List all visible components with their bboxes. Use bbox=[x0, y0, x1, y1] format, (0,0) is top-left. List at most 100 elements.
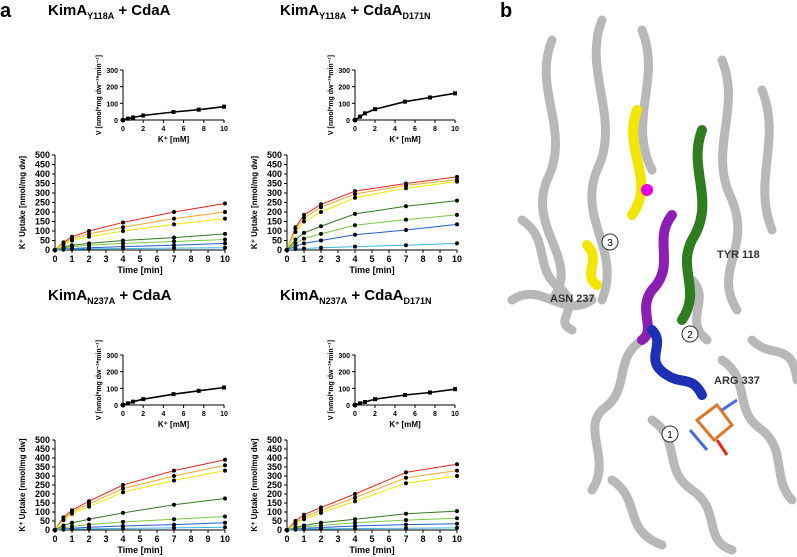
ribbon-grey bbox=[507, 15, 797, 555]
data-point bbox=[319, 526, 323, 531]
x-tick-label: 6 bbox=[386, 254, 391, 264]
x-tick-label: 0 bbox=[52, 534, 57, 544]
data-point bbox=[87, 234, 91, 239]
data-point bbox=[428, 390, 432, 395]
data-point bbox=[121, 526, 125, 531]
data-point bbox=[172, 246, 176, 251]
data-point bbox=[353, 191, 357, 196]
y-tick-label: 0 bbox=[277, 525, 282, 535]
data-point bbox=[121, 483, 125, 487]
y-tick-label: 200 bbox=[338, 85, 350, 92]
x-tick-label: 2 bbox=[86, 534, 91, 544]
label-arg-337: ARG 337 bbox=[714, 375, 760, 387]
y-tick-label: 50 bbox=[272, 236, 282, 246]
y-tick-label: 50 bbox=[40, 236, 50, 246]
chart-2: 0 100 200 300 0 2 4 6 8 10 K⁺ [mM] V [nmol*mg dw⁻¹*… bbox=[328, 55, 459, 144]
y-axis-label: K⁺ Uptake [nmol/mg dw] bbox=[250, 156, 259, 249]
data-point bbox=[223, 496, 227, 501]
helix-yellow-lower bbox=[582, 240, 602, 290]
y-tick-label: 200 bbox=[267, 489, 282, 499]
x-tick-label: 5 bbox=[137, 254, 142, 264]
data-point bbox=[358, 401, 362, 406]
data-point bbox=[455, 462, 459, 467]
data-point bbox=[131, 115, 136, 120]
data-point bbox=[353, 495, 357, 500]
x-tick-label: 4 bbox=[352, 534, 357, 544]
data-point bbox=[121, 118, 125, 122]
protein-structure: 3 2 1 TYR 118 ASN 237 ARG 337 bbox=[507, 15, 797, 555]
y-tick-label: 100 bbox=[106, 386, 118, 393]
x-tick-label: 2 bbox=[141, 411, 145, 418]
data-point bbox=[353, 244, 357, 249]
y-tick-label: 0 bbox=[45, 525, 50, 535]
data-point bbox=[172, 522, 176, 527]
x-tick-label: 10 bbox=[220, 126, 228, 133]
x-axis-label: Time [min] bbox=[349, 265, 394, 275]
data-point bbox=[172, 468, 176, 473]
y-tick-label: 300 bbox=[267, 188, 282, 198]
y-tick-label: 300 bbox=[106, 68, 118, 75]
data-point bbox=[172, 474, 176, 478]
data-point bbox=[223, 231, 227, 236]
panel-letter-b: b bbox=[500, 0, 513, 22]
x-tick-label: 8 bbox=[420, 534, 425, 544]
data-point bbox=[353, 403, 357, 407]
data-point bbox=[121, 241, 125, 246]
x-tick-label: 9 bbox=[437, 534, 442, 544]
data-point bbox=[172, 243, 176, 248]
x-tick-label: 10 bbox=[452, 534, 462, 544]
data-point bbox=[319, 238, 323, 243]
data-point bbox=[428, 95, 432, 100]
y-tick-label: 100 bbox=[106, 101, 118, 108]
x-tick-label: 2 bbox=[141, 126, 145, 133]
x-tick-label: 4 bbox=[161, 126, 165, 133]
data-point bbox=[223, 241, 227, 246]
y-tick-label: 150 bbox=[35, 498, 50, 508]
data-point bbox=[353, 189, 357, 194]
data-point bbox=[141, 113, 146, 118]
y-tick-label: 100 bbox=[267, 226, 282, 236]
y-tick-label: 100 bbox=[267, 507, 282, 517]
data-point bbox=[404, 204, 408, 209]
y-tick-label: 100 bbox=[35, 507, 50, 517]
data-point bbox=[61, 247, 66, 252]
data-point bbox=[293, 229, 298, 234]
x-tick-label: 0 bbox=[121, 126, 125, 133]
series-line-orange bbox=[54, 464, 226, 531]
x-tick-label: 4 bbox=[120, 254, 125, 264]
y-tick-label: 450 bbox=[267, 444, 282, 454]
data-point bbox=[172, 478, 176, 483]
data-point bbox=[404, 186, 408, 191]
data-point bbox=[319, 224, 323, 229]
y-tick-label: 0 bbox=[346, 118, 350, 125]
y-tick-label: 150 bbox=[267, 217, 282, 227]
x-tick-label: 8 bbox=[188, 534, 193, 544]
x-tick-label: 1 bbox=[69, 534, 74, 544]
title-y118a-cdaa-d171n: KimAY118A + CdaAD171N bbox=[280, 2, 431, 21]
svg-text:1: 1 bbox=[667, 430, 673, 441]
x-tick-label: 10 bbox=[451, 411, 459, 418]
title-y118a-cdaa: KimAY118A + CdaA bbox=[48, 2, 171, 21]
y-tick-label: 50 bbox=[40, 516, 50, 526]
data-point bbox=[302, 230, 306, 235]
x-tick-label: 8 bbox=[420, 254, 425, 264]
svg-text:3: 3 bbox=[607, 238, 613, 249]
y-tick-label: 300 bbox=[35, 471, 50, 481]
data-point bbox=[222, 385, 226, 390]
x-tick-label: 10 bbox=[220, 254, 230, 264]
data-point bbox=[285, 528, 289, 532]
data-point bbox=[53, 248, 57, 252]
data-point bbox=[172, 239, 176, 244]
data-point bbox=[172, 525, 176, 530]
data-point bbox=[353, 232, 357, 237]
data-point bbox=[353, 195, 357, 200]
data-point bbox=[121, 225, 125, 230]
data-point bbox=[126, 116, 131, 121]
marker-3: 3 bbox=[601, 233, 619, 251]
data-point bbox=[373, 397, 377, 402]
data-point bbox=[126, 401, 131, 406]
y-tick-label: 300 bbox=[106, 353, 118, 360]
data-point bbox=[70, 511, 74, 516]
data-point bbox=[172, 235, 176, 240]
label-asn-237: ASN 237 bbox=[550, 293, 595, 305]
